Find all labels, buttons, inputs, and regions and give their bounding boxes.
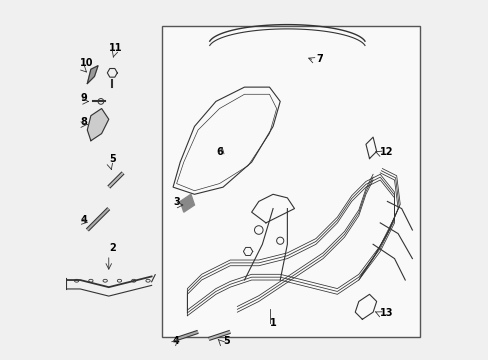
Text: 7: 7 (315, 54, 322, 64)
Text: 12: 12 (380, 147, 393, 157)
Text: 2: 2 (108, 243, 115, 253)
Bar (162, 26, 419, 337)
Text: 11: 11 (108, 44, 122, 53)
Text: 8: 8 (80, 117, 87, 127)
Polygon shape (180, 194, 194, 212)
Text: 6: 6 (216, 147, 222, 157)
Polygon shape (87, 109, 108, 141)
Text: 13: 13 (380, 308, 393, 318)
Text: 5: 5 (108, 154, 115, 164)
Text: 9: 9 (80, 93, 87, 103)
Text: 4: 4 (80, 215, 87, 225)
Text: 1: 1 (269, 319, 276, 328)
Polygon shape (87, 66, 98, 84)
Text: 3: 3 (173, 197, 180, 207)
Text: 10: 10 (80, 58, 94, 68)
Text: 5: 5 (223, 336, 229, 346)
Text: 4: 4 (173, 336, 180, 346)
